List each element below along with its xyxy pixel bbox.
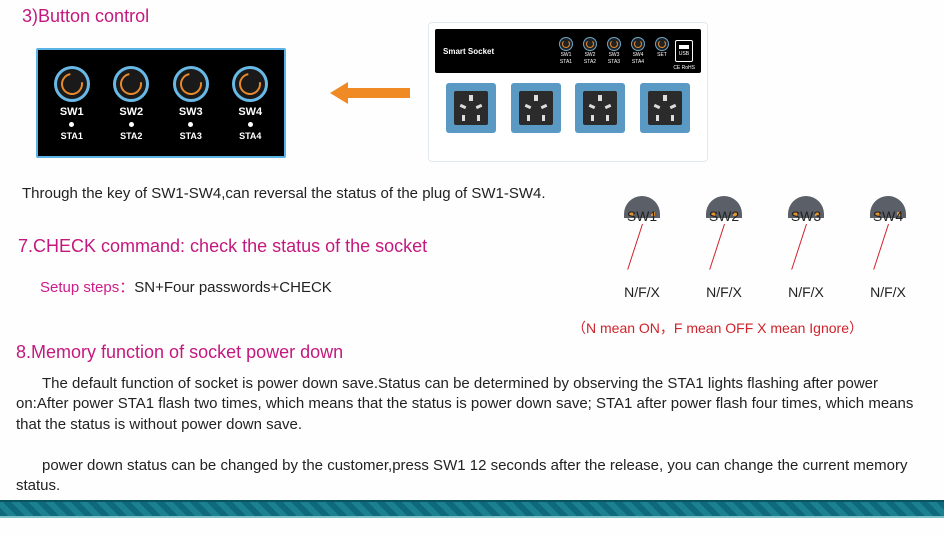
sta-label: STA4	[239, 131, 261, 141]
sta-label: STA3	[180, 131, 202, 141]
diagram-col: SW4 N/F/X	[852, 196, 924, 300]
sw-label: SW2	[119, 106, 143, 118]
mini-knob-icon	[607, 37, 621, 51]
mini-knob-icon	[631, 37, 645, 51]
setup-steps-line: Setup steps：SN+Four passwords+CHECK	[40, 276, 332, 297]
diagram-col: SW2 N/F/X	[688, 196, 760, 300]
diagram-legend: （N mean ON，F mean OFF X mean Ignore）	[572, 318, 863, 338]
heading-button-control: 3)Button control	[22, 6, 149, 27]
outlet-icon	[511, 83, 561, 133]
outlet-icon	[446, 83, 496, 133]
mini-knob-icon	[655, 37, 669, 51]
mini-sw: SW1	[561, 52, 572, 58]
footer-stripe-icon	[0, 500, 944, 518]
sw-label: SW4	[238, 106, 262, 118]
led-dot-icon	[69, 122, 74, 127]
arrow-left-icon	[330, 82, 410, 104]
led-dot-icon	[129, 122, 134, 127]
mini-knob-icon	[583, 37, 597, 51]
diagram-nfx-label: N/F/X	[870, 284, 906, 300]
diagram-connector-icon	[873, 224, 889, 270]
button-control-panel: SW1 STA1 SW2 STA2 SW3 STA3 SW4 STA4	[36, 48, 286, 158]
diagram-nfx-label: N/F/X	[788, 284, 824, 300]
diagram-sw-label: SW2	[709, 208, 739, 224]
diagram-sw-label: SW4	[873, 208, 903, 224]
knob-icon	[54, 66, 90, 102]
panel-col-sw2: SW2 STA2	[113, 66, 149, 141]
outlet-row	[435, 83, 701, 133]
panel-col-sw1: SW1 STA1	[54, 66, 90, 141]
diagram-nfx-label: N/F/X	[624, 284, 660, 300]
diagram-connector-icon	[709, 224, 725, 270]
text-memory-desc-2: power down status can be changed by the …	[16, 456, 930, 497]
sw-label: SW3	[179, 106, 203, 118]
diagram-sw-label: SW3	[791, 208, 821, 224]
mini-sw: SW4	[633, 52, 644, 58]
diagram-connector-icon	[627, 224, 643, 270]
text-button-control-desc: Through the key of SW1-SW4,can reversal …	[22, 184, 582, 204]
mini-sta: STA2	[584, 59, 596, 65]
text-memory-desc-1: The default function of socket is power …	[16, 374, 930, 435]
mini-sw: SET	[657, 52, 667, 58]
usb-label: USB	[679, 51, 689, 57]
knob-icon	[113, 66, 149, 102]
mini-sta: STA3	[608, 59, 620, 65]
diagram-nfx-label: N/F/X	[706, 284, 742, 300]
heading-memory-function: 8.Memory function of socket power down	[16, 342, 343, 363]
device-title: Smart Socket	[443, 47, 494, 56]
panel-col-sw3: SW3 STA3	[173, 66, 209, 141]
panel-col-sw4: SW4 STA4	[232, 66, 268, 141]
diagram-col: SW1 N/F/X	[606, 196, 678, 300]
sw-label: SW1	[60, 106, 84, 118]
smart-socket-device: Smart Socket SW1STA1 SW2STA2 SW3STA3 SW4…	[428, 22, 708, 162]
mini-sw: SW2	[585, 52, 596, 58]
mini-knob-row: SW1STA1 SW2STA2 SW3STA3 SW4STA4 SET	[559, 37, 669, 65]
knob-icon	[173, 66, 209, 102]
device-header: Smart Socket SW1STA1 SW2STA2 SW3STA3 SW4…	[435, 29, 701, 73]
diagram-col: SW3 N/F/X	[770, 196, 842, 300]
knob-icon	[232, 66, 268, 102]
diagram-sw-label: SW1	[627, 208, 657, 224]
sta-label: STA1	[61, 131, 83, 141]
outlet-icon	[640, 83, 690, 133]
status-diagram: SW1 N/F/X SW2 N/F/X SW3 N/F/X SW4 N/F/X	[600, 196, 930, 300]
mini-sta: STA1	[560, 59, 572, 65]
ce-label: CE RoHS	[673, 65, 695, 71]
heading-check-command: 7.CHECK command: check the status of the…	[18, 236, 427, 257]
usb-port-icon: USB	[675, 40, 693, 62]
setup-steps-value: SN+Four passwords+CHECK	[134, 279, 332, 296]
setup-steps-label: Setup steps：	[40, 279, 134, 296]
led-dot-icon	[188, 122, 193, 127]
mini-sta: STA4	[632, 59, 644, 65]
outlet-icon	[575, 83, 625, 133]
mini-knob-icon	[559, 37, 573, 51]
mini-sw: SW3	[609, 52, 620, 58]
diagram-connector-icon	[791, 224, 807, 270]
led-dot-icon	[248, 122, 253, 127]
sta-label: STA2	[120, 131, 142, 141]
